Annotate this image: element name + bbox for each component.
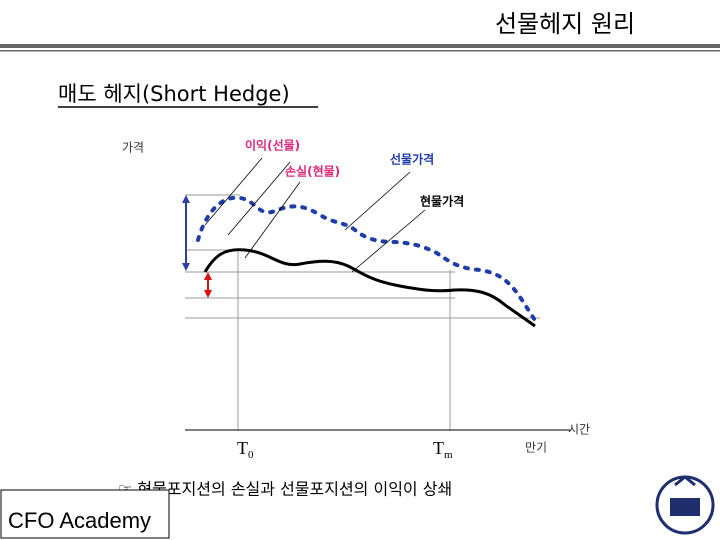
emblem (655, 475, 715, 535)
x-axis-label: 시간 (568, 423, 590, 437)
brand: CFO Academy (8, 508, 151, 533)
gain-label: 이익(선물) (245, 138, 300, 153)
t0-label: T0 (237, 438, 254, 460)
leader-line (227, 161, 291, 236)
y-axis-label: 가격 (122, 141, 144, 155)
t0-sub: 0 (248, 449, 254, 461)
title-rule-thin (0, 50, 720, 52)
leader-line (204, 157, 263, 226)
brand-box (0, 489, 170, 539)
tm-base: T (433, 438, 444, 458)
chart-area (185, 194, 570, 431)
leader-lines (204, 157, 426, 273)
title-rule (0, 44, 720, 48)
gain-arrow (182, 195, 190, 271)
maturity-label: 만기 (525, 441, 547, 455)
loss-label: 손실(현물) (285, 164, 340, 179)
arrow-heads (204, 272, 212, 298)
t0-base: T (237, 438, 248, 458)
loss-arrow (204, 272, 212, 298)
tm-label: Tm (433, 438, 453, 460)
spot-label: 현물가격 (420, 194, 464, 209)
spot-curve (203, 248, 536, 328)
tm-sub: m (444, 449, 453, 461)
subtitle: 매도 헤지(Short Hedge) (58, 82, 290, 106)
futures-curve (196, 195, 540, 327)
slide-title: 선물헤지 원리 (495, 10, 635, 38)
leader-line (351, 209, 426, 273)
arrow-heads (182, 195, 190, 271)
note: ☞ 현물포지션의 손실과 선물포지션의 이익이 상쇄 (118, 480, 452, 499)
leader-line (244, 181, 301, 259)
emblem-key (674, 475, 696, 487)
leader-line (344, 171, 411, 231)
emblem-book (670, 498, 700, 516)
futures-label: 선물가격 (390, 152, 434, 167)
